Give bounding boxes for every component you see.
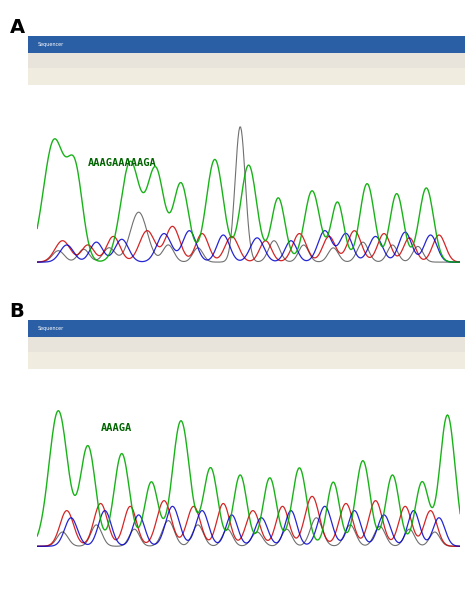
Text: Sequencer: Sequencer [37,41,64,47]
Text: Sequencer: Sequencer [37,326,64,331]
Bar [28,337,465,352]
Bar [28,352,465,369]
Text: AAAGA: AAAGA [100,423,132,433]
Bar [28,53,465,68]
Bar [28,36,465,53]
Text: A: A [9,18,25,37]
Bar [28,320,465,337]
Text: B: B [9,302,24,321]
Bar [28,68,465,85]
Text: AAAGAAAAAGA: AAAGAAAAAGA [88,158,157,168]
